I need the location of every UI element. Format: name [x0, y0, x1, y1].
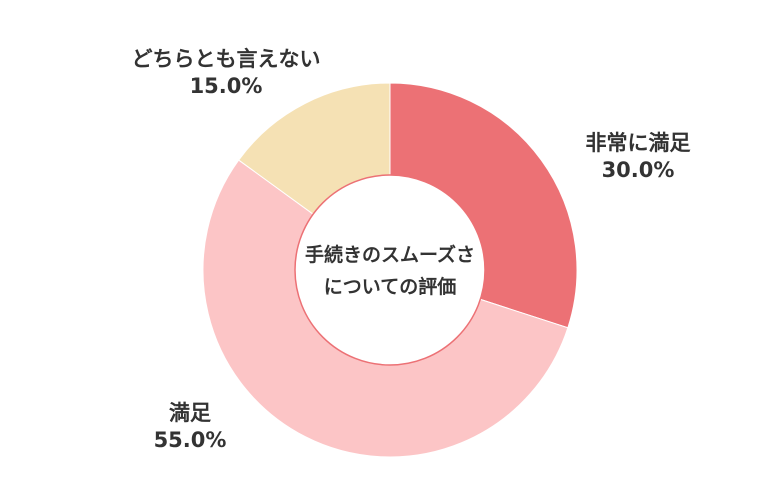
slice-value-label: 15.0% [190, 74, 263, 98]
slice-label: 非常に満足 [586, 131, 691, 155]
center-circle [299, 179, 481, 361]
slice-value-label: 30.0% [602, 158, 675, 182]
center-title-line-2: についての評価 [324, 275, 456, 298]
center-title-line-1: 手続きのスムーズさ [305, 243, 475, 266]
slice-label: 満足 [169, 401, 211, 425]
slice-value-label: 55.0% [154, 428, 227, 452]
center-title: 手続きのスムーズさ についての評価 [305, 243, 475, 298]
slice-labels: 非常に満足 30.0% 満足 55.0% どちらとも言えない 15.0% [132, 47, 691, 452]
slice-label: どちらとも言えない [132, 47, 321, 71]
